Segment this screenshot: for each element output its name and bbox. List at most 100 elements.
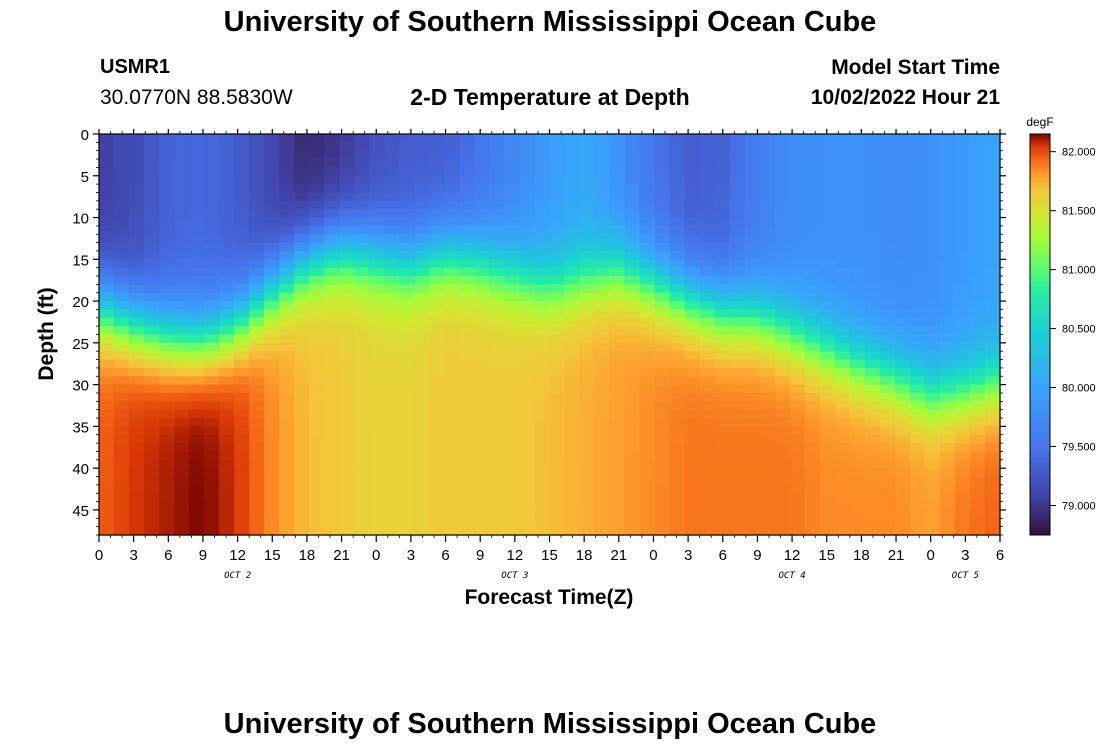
heatmap-cell (684, 342, 701, 352)
heatmap-cell (759, 409, 776, 419)
heatmap-cell (684, 351, 701, 361)
heatmap-cell (879, 200, 896, 210)
heatmap-cell (114, 184, 130, 194)
heatmap-cell (339, 309, 355, 319)
heatmap-cell (459, 443, 476, 453)
heatmap-cell (639, 225, 656, 235)
heatmap-cell (534, 509, 551, 519)
heatmap-cell (564, 384, 581, 394)
heatmap-cell (129, 451, 145, 461)
heatmap-cell (384, 159, 400, 169)
heatmap-cell (969, 159, 986, 169)
heatmap-cell (759, 209, 776, 219)
heatmap-cell (144, 167, 160, 177)
heatmap-cell (669, 200, 686, 210)
heatmap-cell (789, 242, 806, 252)
heatmap-cell (984, 509, 1001, 519)
heatmap-cell (279, 276, 295, 285)
heatmap-cell (789, 200, 806, 210)
heatmap-cell (624, 392, 641, 402)
heatmap-cell (309, 150, 325, 160)
heatmap-cell (234, 284, 250, 294)
heatmap-cell (954, 317, 971, 327)
heatmap-cell (144, 359, 160, 369)
heatmap-cell (474, 167, 491, 177)
heatmap-cell (414, 493, 430, 503)
heatmap-cell (684, 468, 701, 478)
heatmap-cell (624, 443, 641, 453)
heatmap-cell (189, 409, 205, 419)
heatmap-cell (564, 200, 581, 210)
heatmap-cell (129, 225, 145, 235)
heatmap-cell (909, 242, 926, 252)
heatmap-cell (834, 309, 851, 319)
heatmap-cell (669, 134, 686, 143)
heatmap-cell (804, 142, 821, 152)
heatmap-cell (519, 501, 536, 511)
heatmap-cell (924, 351, 941, 361)
heatmap-cell (909, 134, 926, 143)
heatmap-cell (624, 250, 641, 260)
heatmap-cell (699, 476, 716, 486)
heatmap-cell (249, 526, 265, 536)
heatmap-cell (144, 250, 160, 260)
heatmap-cell (99, 351, 115, 361)
heatmap-cell (639, 401, 656, 411)
heatmap-cell (459, 142, 476, 152)
heatmap-cell (354, 184, 370, 194)
heatmap-cell (204, 392, 220, 402)
heatmap-cell (309, 418, 325, 427)
heatmap-cell (669, 175, 686, 185)
heatmap-cell (654, 167, 671, 177)
heatmap-cell (159, 418, 175, 427)
heatmap-cell (489, 292, 506, 302)
heatmap-cell (684, 459, 701, 469)
heatmap-cell (774, 526, 791, 536)
heatmap-cell (534, 259, 551, 269)
heatmap-cell (819, 434, 836, 444)
heatmap-cell (309, 401, 325, 411)
heatmap-cell (234, 501, 250, 511)
heatmap-cell (384, 234, 400, 244)
heatmap-cell (954, 250, 971, 260)
heatmap-cell (774, 259, 791, 269)
heatmap-cell (639, 200, 656, 210)
heatmap-cell (939, 434, 956, 444)
heatmap-cell (144, 150, 160, 160)
heatmap-cell (399, 134, 415, 143)
heatmap-cell (429, 309, 445, 319)
heatmap-cell (954, 334, 971, 344)
heatmap-cell (894, 443, 911, 453)
heatmap-cell (684, 501, 701, 511)
heatmap-cell (204, 175, 220, 185)
heatmap-cell (864, 526, 881, 536)
heatmap-cell (114, 242, 130, 252)
heatmap-cell (984, 192, 1001, 202)
heatmap-cell (624, 384, 641, 394)
x-tick-label: 12 (784, 547, 801, 564)
heatmap-cell (699, 167, 716, 177)
heatmap-cell (114, 409, 130, 419)
heatmap-cell (594, 284, 611, 294)
heatmap-cell (234, 476, 250, 486)
heatmap-cell (789, 184, 806, 194)
heatmap-cell (654, 317, 671, 327)
heatmap-cell (759, 184, 776, 194)
heatmap-cell (159, 192, 175, 202)
heatmap-cell (549, 326, 566, 336)
heatmap-cell (894, 509, 911, 519)
heatmap-cell (249, 150, 265, 160)
heatmap-cell (789, 225, 806, 235)
heatmap-cell (504, 242, 521, 252)
heatmap-cell (144, 459, 160, 469)
heatmap-cell (189, 434, 205, 444)
heatmap-cell (684, 159, 701, 169)
heatmap-cell (384, 451, 400, 461)
heatmap-cell (144, 493, 160, 503)
heatmap-cell (879, 334, 896, 344)
heatmap-cell (849, 175, 866, 185)
heatmap-cell (324, 217, 340, 227)
heatmap-cell (789, 384, 806, 394)
heatmap-cell (549, 359, 566, 369)
heatmap-cell (804, 225, 821, 235)
